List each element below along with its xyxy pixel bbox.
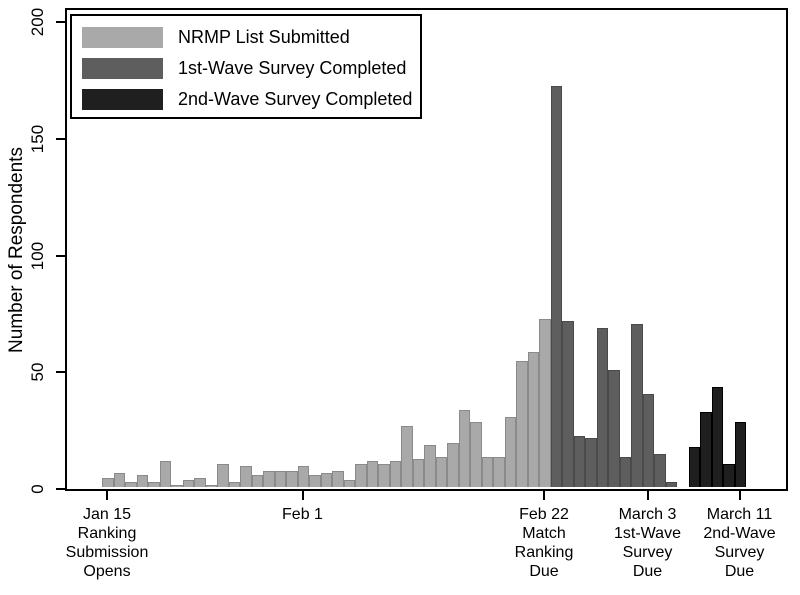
bar-2nd-wave-survey-completed: [711, 386, 723, 487]
bar-nrmp-list-submitted: [516, 361, 528, 487]
legend-row: 1st-Wave Survey Completed: [82, 58, 412, 79]
legend-swatch: [82, 89, 163, 110]
y-tick-label: 150: [28, 124, 47, 154]
bar-nrmp-list-submitted: [343, 480, 355, 487]
bar-nrmp-list-submitted: [332, 470, 344, 487]
x-tick-label: Feb 1: [282, 506, 323, 523]
y-tick-label: 200: [28, 8, 47, 37]
legend-label: NRMP List Submitted: [178, 27, 350, 47]
bar-1st-wave-survey-completed: [665, 482, 677, 487]
bar-nrmp-list-submitted: [297, 466, 309, 487]
legend-row: 2nd-Wave Survey Completed: [82, 89, 412, 110]
bar-nrmp-list-submitted: [182, 480, 194, 487]
bar-1st-wave-survey-completed: [550, 85, 562, 487]
bar-nrmp-list-submitted: [366, 461, 378, 487]
bar-1st-wave-survey-completed: [654, 454, 666, 487]
legend-swatch: [82, 58, 163, 79]
bar-nrmp-list-submitted: [401, 426, 413, 487]
bar-nrmp-list-submitted: [447, 442, 459, 487]
bar-nrmp-list-submitted: [504, 417, 516, 487]
bar-nrmp-list-submitted: [240, 466, 252, 487]
bar-nrmp-list-submitted: [263, 470, 275, 487]
bar-nrmp-list-submitted: [481, 456, 493, 487]
bar-nrmp-list-submitted: [309, 475, 321, 487]
bar-nrmp-list-submitted: [470, 421, 482, 487]
bar-nrmp-list-submitted: [527, 351, 539, 487]
bar-2nd-wave-survey-completed: [734, 421, 746, 487]
legend-swatch: [82, 27, 163, 48]
x-tick-mark: [301, 491, 304, 500]
x-tick-label: March 3 1st-Wave Survey Due: [614, 506, 681, 580]
bar-nrmp-list-submitted: [125, 482, 137, 487]
x-tick-mark: [106, 491, 108, 500]
bar-nrmp-list-submitted: [378, 463, 390, 487]
x-tick-label: Feb 22 Match Ranking Due: [514, 506, 574, 580]
y-tick-mark: [56, 138, 65, 141]
bar-nrmp-list-submitted: [320, 473, 332, 487]
bar-nrmp-list-submitted: [136, 475, 148, 487]
bar-nrmp-list-submitted: [412, 459, 424, 487]
y-tick-mark: [56, 21, 65, 24]
bar-nrmp-list-submitted: [251, 475, 263, 487]
bar-nrmp-list-submitted: [148, 482, 160, 487]
bar-nrmp-list-submitted: [159, 461, 171, 487]
bar-nrmp-list-submitted: [205, 484, 217, 487]
bar-2nd-wave-survey-completed: [723, 463, 735, 487]
bar-nrmp-list-submitted: [194, 477, 206, 487]
bar-nrmp-list-submitted: [355, 463, 367, 487]
bar-1st-wave-survey-completed: [562, 321, 574, 487]
x-tick-mark: [543, 491, 545, 500]
y-tick-label: 50: [28, 362, 47, 382]
y-tick-mark: [56, 254, 65, 257]
bar-1st-wave-survey-completed: [596, 328, 608, 487]
bar-nrmp-list-submitted: [389, 461, 401, 487]
y-tick-label: 100: [28, 241, 47, 270]
x-tick-label: Jan 15 Ranking Submission Opens: [65, 506, 149, 580]
x-tick-mark: [738, 491, 741, 500]
bar-nrmp-list-submitted: [493, 456, 505, 487]
bar-nrmp-list-submitted: [458, 410, 470, 487]
legend: NRMP List Submitted 1st-Wave Survey Compl…: [70, 14, 422, 119]
bar-1st-wave-survey-completed: [608, 370, 620, 487]
bar-nrmp-list-submitted: [435, 456, 447, 487]
bar-1st-wave-survey-completed: [642, 393, 654, 487]
bar-nrmp-list-submitted: [113, 473, 125, 487]
bar-nrmp-list-submitted: [539, 319, 551, 487]
y-tick-mark: [56, 371, 65, 374]
bar-nrmp-list-submitted: [228, 482, 240, 487]
legend-label: 2nd-Wave Survey Completed: [178, 89, 413, 109]
legend-label: 1st-Wave Survey Completed: [178, 58, 407, 78]
bar-nrmp-list-submitted: [286, 470, 298, 487]
bar-nrmp-list-submitted: [217, 463, 229, 487]
x-tick-mark: [646, 491, 649, 500]
bar-nrmp-list-submitted: [102, 477, 114, 487]
bar-1st-wave-survey-completed: [573, 435, 585, 487]
bar-2nd-wave-survey-completed: [688, 447, 700, 487]
y-tick-mark: [56, 488, 65, 490]
bar-nrmp-list-submitted: [274, 470, 286, 487]
legend-row: NRMP List Submitted: [82, 27, 412, 48]
bar-nrmp-list-submitted: [171, 484, 183, 487]
y-axis-title: Number of Respondents: [6, 147, 27, 353]
bar-nrmp-list-submitted: [424, 445, 436, 487]
bar-2nd-wave-survey-completed: [700, 412, 712, 487]
x-tick-label: March 11 2nd-Wave Survey Due: [703, 506, 776, 580]
bar-1st-wave-survey-completed: [619, 456, 631, 487]
bar-1st-wave-survey-completed: [585, 438, 597, 487]
bar-1st-wave-survey-completed: [631, 323, 643, 487]
